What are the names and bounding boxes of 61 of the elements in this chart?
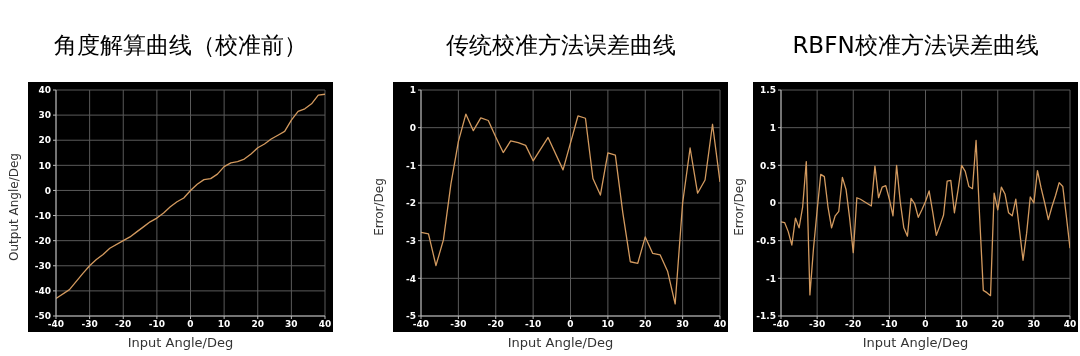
x-axis-title: Input Angle/Deg [861,335,970,350]
y-tick-label: -40 [34,286,51,297]
x-tick-label: 20 [251,319,265,330]
x-tick-label: 40 [318,319,332,330]
y-tick-label: -4 [406,273,416,284]
y-tick-label: -50 [34,311,51,322]
y-tick-label: 20 [38,135,51,146]
y-tick-label: 30 [38,110,51,121]
chart-title: RBFN校准方法误差曲线 [791,31,1040,60]
x-tick-label: 40 [1063,319,1077,330]
chart-title: 传统校准方法误差曲线 [444,31,677,60]
y-tick-label: 0 [44,185,51,196]
y-tick-label: -20 [34,235,51,246]
y-tick-label: -3 [406,235,416,246]
x-axis-title: Input Angle/Deg [506,335,615,350]
y-tick-label: 1 [409,85,416,96]
y-tick-label: -1.5 [756,311,776,322]
y-axis-title: Error/Deg [732,178,746,236]
y-tick-label: 0 [409,122,416,133]
x-tick-label: 10 [217,319,231,330]
y-tick-label: 10 [38,160,51,171]
x-tick-label: -20 [845,319,862,330]
x-tick-label: 30 [676,319,689,330]
y-tick-label: -30 [34,260,51,271]
y-tick-label: -0.5 [756,235,776,246]
y-tick-label: -2 [406,198,416,209]
x-tick-label: 20 [638,319,652,330]
y-tick-label: 1.5 [760,85,776,96]
x-tick-label: -10 [524,319,542,330]
line-series [56,93,325,300]
y-tick-label: 0 [769,198,776,209]
x-tick-label: -30 [808,319,826,330]
y-tick-label: -1 [766,273,776,284]
y-tick-label: 0.5 [760,160,776,171]
y-tick-label: -5 [406,311,416,322]
y-tick-label: 40 [38,85,51,96]
y-tick-label: -1 [406,160,416,171]
x-tick-label: -20 [115,319,132,330]
x-tick-label: 0 [187,319,194,330]
x-tick-label: -10 [881,319,898,330]
x-tick-label: -30 [450,319,467,330]
line-series [421,113,720,305]
x-tick-label: 30 [1027,319,1041,330]
y-axis-title: Output Angle/Deg [7,153,21,261]
x-tick-label: -40 [47,319,65,330]
y-axis-title: Error/Deg [372,178,386,236]
y-tick-label: -10 [34,210,51,221]
x-axis-title: Input Angle/Deg [126,335,235,350]
x-tick-label: 20 [991,319,1005,330]
x-tick-label: 10 [601,319,615,330]
x-tick-label: -10 [148,319,166,330]
x-tick-label: 40 [713,319,727,330]
x-tick-label: 30 [285,319,298,330]
x-tick-label: 10 [955,319,968,330]
line-series [781,139,1070,297]
y-tick-label: 1 [769,122,776,133]
chart-title: 角度解算曲线（校准前） [53,31,308,60]
x-tick-label: -20 [487,319,504,330]
x-tick-label: -30 [81,319,98,330]
x-tick-label: 0 [567,319,574,330]
x-tick-label: 0 [922,319,929,330]
